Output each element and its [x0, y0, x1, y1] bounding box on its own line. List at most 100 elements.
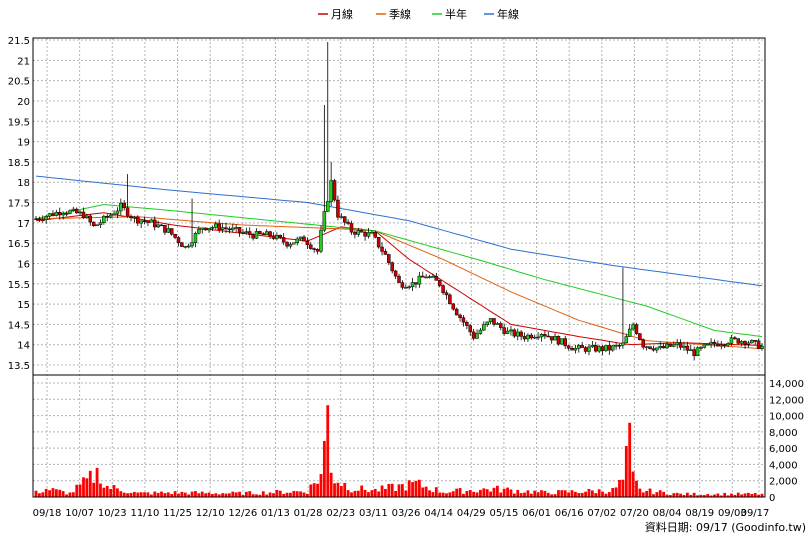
candle-body	[34, 218, 38, 220]
candle-body	[264, 231, 269, 236]
candle-body	[88, 215, 93, 223]
candle-body	[292, 242, 296, 245]
volume-bar	[112, 485, 116, 497]
volume-bar	[753, 493, 757, 497]
volume-bar	[445, 493, 448, 497]
volume-bar	[268, 492, 272, 497]
candle-body	[214, 223, 218, 228]
volume-bars	[34, 405, 764, 497]
candle-body	[729, 337, 734, 344]
volume-bar	[227, 493, 231, 497]
volume-bar	[682, 494, 686, 497]
volume-bar	[363, 489, 367, 497]
volume-bar	[258, 494, 262, 497]
date-tick-label: 07/20	[620, 508, 649, 519]
candle-body	[139, 220, 143, 224]
price-tick-label: 13.5	[8, 361, 30, 372]
volume-bar	[652, 494, 655, 497]
candle-body	[661, 346, 666, 349]
date-tick-label: 10/23	[98, 508, 127, 519]
volume-bar	[713, 494, 716, 497]
volume-bar	[221, 493, 224, 497]
candle-body	[163, 225, 167, 233]
candle-body	[400, 282, 405, 288]
volume-bar	[336, 482, 340, 497]
candle-body	[342, 216, 347, 223]
volume-bar	[82, 477, 85, 497]
volume-bar	[669, 495, 672, 497]
price-tick-label: 20	[17, 97, 30, 108]
volume-bar	[149, 494, 153, 497]
candle-body	[441, 285, 445, 293]
candle-body	[298, 236, 303, 240]
volume-bar	[143, 492, 146, 497]
candle-body	[546, 335, 551, 338]
volume-bar	[68, 492, 72, 497]
candle-body	[108, 214, 113, 218]
volume-bar	[204, 493, 208, 497]
candle-body	[556, 336, 561, 345]
candle-body	[522, 336, 527, 340]
volume-bar	[207, 492, 211, 497]
price-tick-label: 21	[17, 56, 30, 67]
volume-bar	[377, 491, 381, 497]
volume-bar	[224, 493, 228, 497]
candle-body	[180, 242, 184, 247]
volume-bar	[248, 491, 252, 497]
candle-body	[488, 318, 493, 323]
legend-label: 季線	[389, 7, 411, 21]
price-tick-label: 14	[17, 341, 30, 352]
volume-axis-ticks: 0 2,000 4,000 6,000 8,000 10,000 12,000 14,000	[769, 379, 804, 504]
volume-bar	[529, 493, 533, 497]
volume-bar	[604, 493, 608, 497]
candle-body	[309, 244, 313, 249]
volume-bar	[75, 484, 79, 497]
price-axis-ticks: 13.5 14 14.5 15 15.5 16 16.5 17 17.5 18 18.5 19 19.5…	[8, 36, 30, 372]
candle-body	[695, 347, 700, 357]
candle-body	[644, 346, 649, 348]
volume-bar	[387, 483, 391, 497]
candle-body	[315, 249, 320, 252]
candle-body	[268, 231, 272, 237]
volume-bar	[502, 488, 506, 497]
volume-bar	[489, 491, 492, 497]
volume-bar	[414, 480, 418, 497]
candle-body	[543, 334, 547, 337]
legend-label: 年線	[497, 7, 519, 21]
volume-bar	[44, 488, 48, 497]
volume-bar	[628, 422, 632, 497]
volume-bar	[177, 493, 180, 497]
volume-bar	[757, 494, 761, 497]
candle-body	[125, 207, 130, 217]
volume-bar	[719, 495, 723, 497]
candle-body	[261, 233, 266, 236]
volume-bar	[438, 492, 442, 497]
candle-body	[105, 215, 109, 218]
volume-bar	[699, 494, 703, 497]
volume-bar	[672, 493, 676, 497]
candle-body	[220, 227, 225, 230]
candle-body	[709, 341, 713, 345]
candle-body	[193, 233, 198, 243]
volume-bar	[109, 488, 113, 497]
volume-bar	[360, 485, 364, 497]
date-tick-label: 05/15	[489, 508, 518, 519]
volume-bar	[526, 490, 530, 497]
volume-bar	[102, 487, 106, 497]
candle-body	[505, 330, 510, 334]
candle-body	[692, 349, 696, 357]
volume-bar	[156, 492, 160, 497]
volume-bar	[458, 488, 462, 497]
volume-bar	[346, 490, 350, 497]
candle-body	[353, 231, 357, 235]
volume-tick-label: 0	[769, 493, 775, 504]
date-tick-label: 12/10	[196, 508, 225, 519]
volume-bar	[400, 484, 404, 497]
candle-body	[271, 235, 276, 239]
volume-bar	[339, 486, 343, 497]
candle-body	[563, 338, 567, 347]
volume-bar	[275, 489, 279, 497]
volume-tick-label: 2,000	[769, 477, 798, 488]
candle-body	[705, 343, 710, 346]
volume-bar	[261, 491, 265, 497]
